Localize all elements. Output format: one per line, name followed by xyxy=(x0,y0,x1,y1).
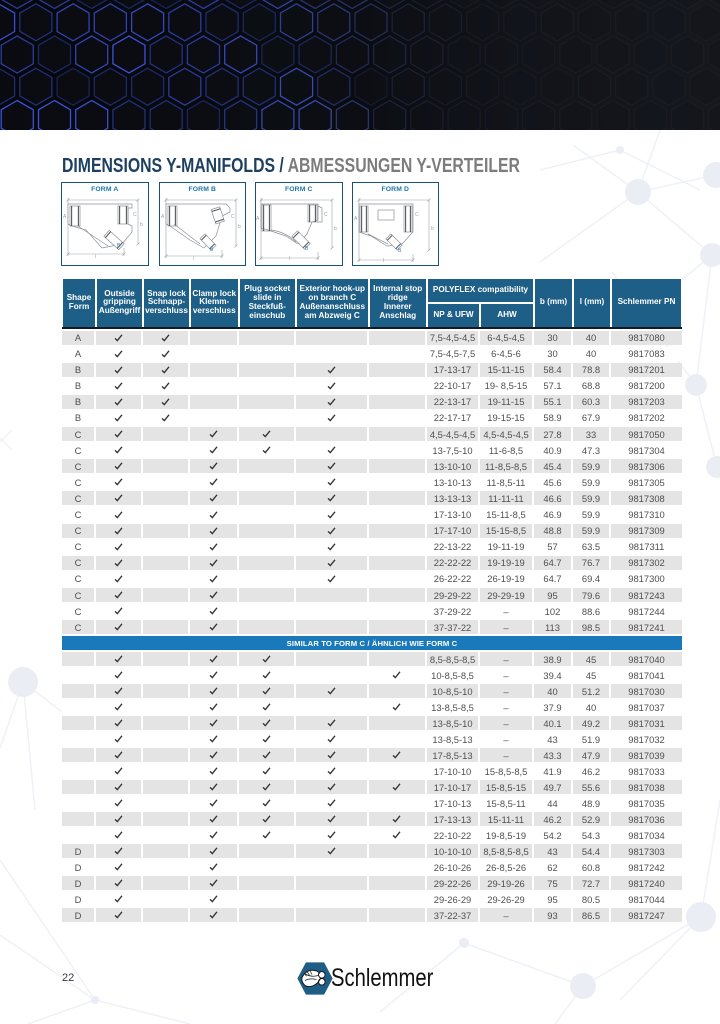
svg-text:b: b xyxy=(334,226,337,232)
svg-text:b: b xyxy=(238,224,241,230)
svg-text:b: b xyxy=(431,226,434,232)
svg-text:C: C xyxy=(231,214,235,220)
svg-text:l: l xyxy=(95,254,96,260)
svg-text:B: B xyxy=(210,247,214,253)
svg-text:C: C xyxy=(324,212,328,218)
svg-text:B: B xyxy=(398,248,402,254)
svg-text:C: C xyxy=(133,212,137,218)
svg-text:A: A xyxy=(256,216,260,222)
svg-text:l: l xyxy=(289,256,290,262)
svg-text:C: C xyxy=(415,212,419,218)
svg-text:b: b xyxy=(140,222,143,228)
svg-text:B: B xyxy=(117,243,121,249)
svg-text:A: A xyxy=(63,214,67,220)
svg-text:A: A xyxy=(161,214,165,220)
svg-text:A: A xyxy=(354,216,358,222)
svg-text:l: l xyxy=(383,258,384,262)
svg-text:l: l xyxy=(193,256,194,262)
svg-text:B: B xyxy=(305,246,309,252)
